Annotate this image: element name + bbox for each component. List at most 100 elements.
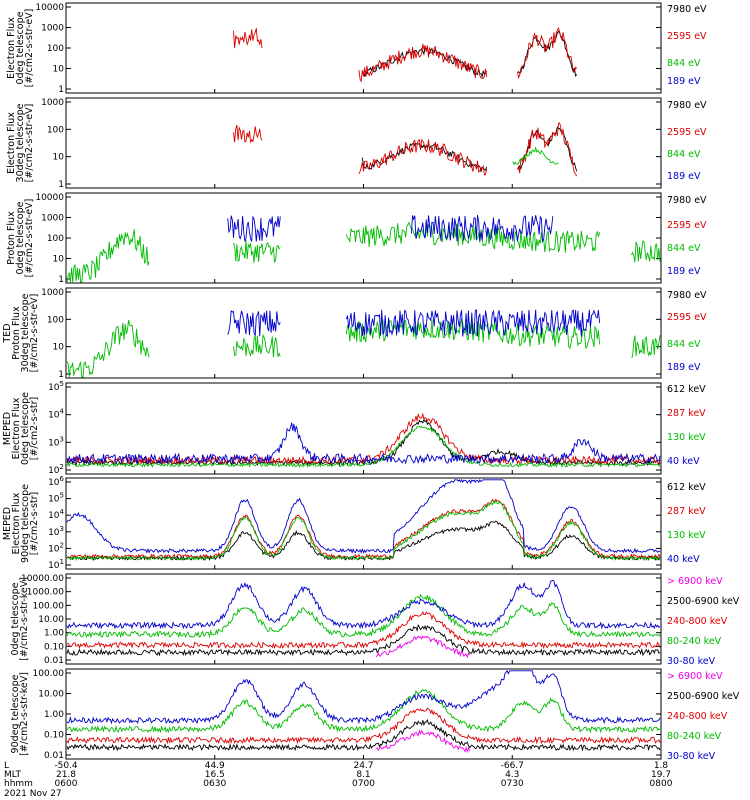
y-axis-label: [#/cm2-s-str-eV] — [24, 104, 35, 183]
legend-entry: 287 keV — [667, 408, 706, 419]
x-tick-label-hhmm: 0800 — [650, 779, 673, 789]
legend-entry: 80-240 keV — [667, 731, 722, 742]
legend-entry: 844 eV — [667, 149, 701, 160]
series-line — [66, 669, 661, 725]
panel: 100.00 10.00 1.00 0.10 0.01 > 6900 keV 2500-69… — [10, 668, 740, 762]
series-line — [227, 309, 601, 338]
y-axis-label: [#/cm2-s-str] — [29, 492, 40, 555]
x-tick-label-mlt: 19.7 — [651, 770, 671, 780]
y-tick-label: 100.00 — [33, 669, 65, 679]
y-tick-label: 104 — [48, 508, 64, 521]
x-tick-label-l: 1.8 — [654, 761, 669, 771]
y-axis-label: Electron Flux — [6, 17, 17, 79]
x-tick-label-mlt: 8.1 — [356, 770, 370, 780]
panel-frame — [65, 192, 662, 284]
panel-frame — [65, 668, 662, 760]
series-line — [66, 520, 661, 562]
y-tick-label: 1000 — [41, 98, 64, 108]
legend-entry: 240-800 keV — [667, 616, 728, 627]
legend-entry: 2595 eV — [667, 312, 707, 323]
y-tick-label: 105 — [48, 380, 64, 393]
y-axis-label: 90deg telescope — [20, 484, 31, 563]
y-tick-label: 10 — [53, 343, 65, 353]
panel: 10000.00 1000.00 100.00 10.00 1.00 0.10 0.01 > … — [10, 573, 740, 667]
y-tick-label: 100 — [47, 44, 64, 54]
y-tick-label: 1000 — [41, 24, 64, 34]
y-axis-label: TED — [2, 323, 13, 343]
series-line — [66, 221, 661, 283]
y-axis-label: [#/cm2-s-str-eV] — [24, 9, 35, 88]
panel: 10000 1000 100 10 1 7980 eV 2595 eV 844 eV 189 e… — [6, 2, 707, 95]
series-line — [233, 122, 578, 177]
x-tick-label-hhmm: 0600 — [55, 779, 78, 789]
legend-entry: 40 keV — [667, 456, 700, 467]
y-axis-label: 30deg telescope — [20, 293, 31, 372]
legend-entry: 844 eV — [667, 58, 701, 69]
y-axis-label: 0deg telescope — [15, 201, 26, 274]
y-axis-label: [#/cm2-s-str-eV] — [24, 199, 35, 278]
legend-entry: 844 eV — [667, 339, 701, 350]
y-axis-label: [#/cm2-s-str] — [29, 397, 40, 460]
panel: 106 105 104 103 102 101 612 keV 287 keV 130 keV 4… — [2, 475, 706, 571]
series-line — [66, 426, 661, 468]
series-line — [227, 214, 554, 243]
y-axis-label: [#/cm2-s-str-keV] — [19, 577, 30, 661]
panel: 10000 1000 100 10 1 7980 eV 2595 eV 844 eV 189 e… — [6, 192, 707, 285]
y-tick-label: 0.01 — [44, 751, 64, 761]
y-axis-label: Electron Flux — [11, 492, 22, 554]
x-tick-label-l: 24.7 — [353, 761, 373, 771]
y-tick-label: 1000.00 — [27, 588, 64, 598]
legend-entry: 80-240 keV — [667, 636, 722, 647]
y-axis-label: Electron Flux — [11, 397, 22, 459]
panel-frame — [65, 573, 662, 665]
legend-entry: 30-80 keV — [667, 751, 716, 762]
y-axis-label: 0deg telescope — [10, 582, 21, 655]
y-axis-label: Proton Flux — [6, 211, 17, 265]
x-row-label: hhmm — [4, 779, 33, 789]
date-label: 2021 Nov 27 — [4, 789, 62, 799]
legend-entry: 240-800 keV — [667, 711, 728, 722]
y-axis-label: MEPED — [2, 507, 13, 540]
x-tick-label-l: 44.9 — [205, 761, 225, 771]
y-tick-label: 1.00 — [44, 629, 64, 639]
legend-entry: 130 keV — [667, 432, 706, 443]
series-line — [66, 478, 661, 554]
y-tick-label: 104 — [48, 408, 64, 421]
series-line — [512, 146, 559, 166]
x-tick-label-mlt: 4.3 — [505, 770, 519, 780]
y-tick-label: 1 — [58, 180, 64, 190]
y-tick-label: 1 — [58, 85, 64, 95]
y-axis-label: MEPED — [2, 412, 13, 445]
series-line — [375, 635, 470, 659]
legend-entry: 2500-6900 keV — [667, 596, 740, 607]
y-axis-label: [#/cm2-s-str-eV] — [29, 294, 40, 373]
series-line — [66, 317, 661, 378]
series-line — [66, 707, 661, 745]
y-axis-label: 0deg telescope — [15, 11, 26, 84]
series-line — [66, 718, 661, 752]
x-tick-label-hhmm: 0630 — [203, 779, 226, 789]
x-tick-label-l: -50.4 — [54, 761, 78, 771]
legend-entry: > 6900 keV — [667, 671, 723, 682]
series-line — [233, 27, 578, 83]
y-tick-label: 10 — [53, 153, 65, 163]
x-row-label: MLT — [4, 770, 22, 780]
legend-entry: 189 eV — [667, 266, 701, 277]
y-tick-label: 0.10 — [44, 731, 64, 741]
y-tick-label: 100 — [47, 315, 64, 325]
series-line — [66, 498, 661, 560]
x-tick-label-mlt: 21.8 — [56, 770, 76, 780]
legend-entry: 612 keV — [667, 384, 706, 395]
legend-entry: 189 eV — [667, 362, 701, 373]
series-line — [66, 422, 661, 465]
y-tick-label: 103 — [48, 525, 64, 538]
y-tick-label: 10000 — [35, 193, 64, 203]
y-tick-label: 105 — [48, 492, 64, 505]
legend-entry: 189 eV — [667, 76, 701, 87]
legend-entry: 2595 eV — [667, 127, 707, 138]
legend-entry: 7980 eV — [667, 4, 707, 15]
y-tick-label: 10000 — [35, 3, 64, 13]
legend-entry: 30-80 keV — [667, 656, 716, 667]
y-axis-label: [#/cm2-s-str-keV] — [19, 672, 30, 756]
